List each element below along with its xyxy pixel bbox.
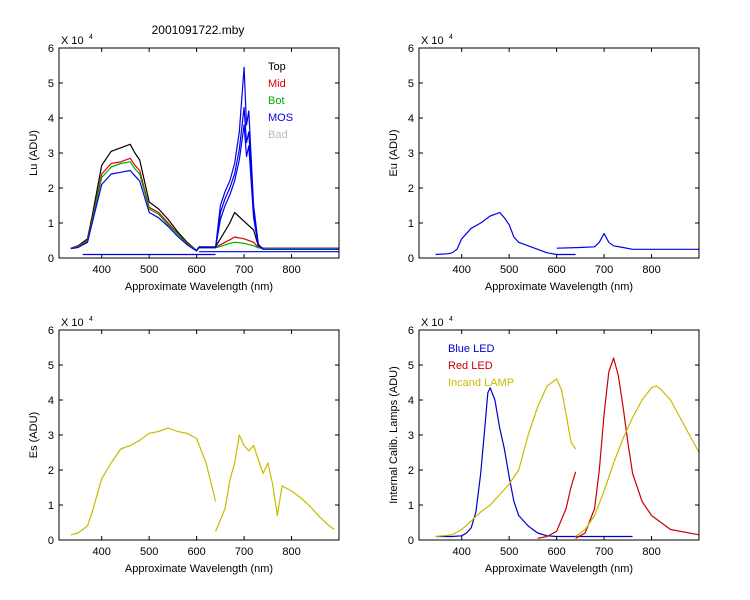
x-tick-label: 700: [595, 264, 613, 276]
legend-item-mid: Mid: [268, 78, 286, 90]
axis-multiplier: X 10: [421, 35, 444, 47]
x-tick-label: 800: [642, 264, 660, 276]
legend-item-incand-lamp: Incand LAMP: [448, 377, 514, 389]
series-line-mos-3: [199, 124, 264, 250]
series-line-mos: [70, 66, 339, 252]
legend-item-bad: Bad: [268, 129, 288, 141]
y-tick-label: 4: [408, 395, 414, 407]
series-line-es: [70, 427, 217, 536]
x-tick-label: 700: [235, 546, 253, 558]
series-line-es-2: [215, 434, 335, 532]
y-tick-label: 0: [408, 535, 414, 547]
x-tick-label: 400: [453, 264, 471, 276]
series-line-red-led-2: [575, 357, 699, 539]
x-tick-label: 500: [500, 264, 518, 276]
y-tick-label: 0: [48, 253, 54, 265]
series-line-top: [70, 143, 339, 251]
plot-frame: [418, 47, 700, 259]
legend-item-top: Top: [268, 61, 286, 73]
axis-multiplier-exponent: 4: [449, 34, 453, 41]
axis-multiplier-exponent: 4: [89, 34, 93, 41]
y-tick-label: 6: [48, 43, 54, 55]
x-tick-label: 400: [93, 546, 111, 558]
x-tick-label: 700: [595, 546, 613, 558]
y-tick-label: 4: [408, 113, 414, 125]
x-tick-label: 500: [500, 546, 518, 558]
y-axis-label: Es (ADU): [28, 412, 40, 458]
axis-multiplier-exponent: 4: [449, 316, 453, 323]
x-tick-label: 600: [187, 264, 205, 276]
y-tick-label: 2: [48, 465, 54, 477]
series-line-bot: [70, 161, 339, 251]
x-tick-label: 600: [187, 546, 205, 558]
y-tick-label: 6: [48, 325, 54, 337]
x-tick-label: 600: [547, 546, 565, 558]
series-group: [70, 66, 339, 256]
axis-multiplier: X 10: [61, 35, 84, 47]
series-group: [435, 211, 699, 256]
y-tick-label: 2: [408, 183, 414, 195]
chart-panel-1: 400 500 600 700 800 0 1 2 3 4 5 6 X 10 4 Approximate W…: [28, 34, 340, 293]
y-tick-label: 3: [408, 430, 414, 442]
y-tick-label: 6: [408, 43, 414, 55]
axis-multiplier: X 10: [61, 317, 84, 329]
legend-item-red-led: Red LED: [448, 360, 493, 372]
y-axis-label: Lu (ADU): [28, 130, 40, 176]
series-line-incand-lamp: [435, 378, 577, 538]
series-line-eu: [435, 211, 576, 256]
y-tick-label: 2: [48, 183, 54, 195]
x-tick-label: 400: [453, 546, 471, 558]
plot-frame: [58, 329, 340, 541]
x-tick-label: 500: [140, 264, 158, 276]
chart-panel-4: 400 500 600 700 800 0 1 2 3 4 5 6 X 10 4 Approximate W…: [388, 316, 700, 575]
y-tick-label: 5: [48, 78, 54, 90]
y-tick-label: 0: [48, 535, 54, 547]
series-line-red-led: [537, 471, 577, 539]
x-axis-label: Approximate Wavelength (nm): [485, 563, 633, 575]
x-axis-label: Approximate Wavelength (nm): [125, 281, 273, 293]
legend-item-bot: Bot: [268, 95, 285, 107]
x-tick-label: 400: [93, 264, 111, 276]
x-tick-label: 700: [235, 264, 253, 276]
series-line-blue-led: [435, 387, 633, 538]
y-tick-label: 5: [408, 360, 414, 372]
series-group: [70, 427, 335, 536]
y-tick-label: 1: [408, 500, 414, 512]
y-tick-label: 3: [48, 148, 54, 160]
legend-item-mos: MOS: [268, 112, 293, 124]
x-tick-label: 600: [547, 264, 565, 276]
y-tick-label: 2: [408, 465, 414, 477]
y-tick-label: 1: [408, 218, 414, 230]
x-tick-label: 800: [642, 546, 660, 558]
series-line-incand-lamp-2: [575, 385, 699, 537]
x-tick-label: 500: [140, 546, 158, 558]
x-axis-label: Approximate Wavelength (nm): [125, 563, 273, 575]
x-tick-label: 800: [282, 546, 300, 558]
y-axis-label: Eu (ADU): [388, 129, 400, 176]
figure-title: 2001091722.mby: [152, 23, 245, 37]
axis-multiplier-exponent: 4: [89, 316, 93, 323]
y-tick-label: 1: [48, 218, 54, 230]
series-line-eu-2: [556, 232, 699, 250]
y-tick-label: 3: [408, 148, 414, 160]
x-axis-label: Approximate Wavelength (nm): [485, 281, 633, 293]
x-tick-label: 800: [282, 264, 300, 276]
plot-frame: [58, 47, 340, 259]
y-tick-label: 5: [408, 78, 414, 90]
legend-item-blue-led: Blue LED: [448, 343, 495, 355]
series-line-mid: [70, 157, 339, 251]
axis-multiplier: X 10: [421, 317, 444, 329]
chart-panel-2: 400 500 600 700 800 0 1 2 3 4 5 6 X 10 4 Approximate W…: [388, 34, 700, 293]
y-tick-label: 3: [48, 430, 54, 442]
chart-panel-3: 400 500 600 700 800 0 1 2 3 4 5 6 X 10 4 Approximate W…: [28, 316, 340, 575]
y-tick-label: 4: [48, 113, 54, 125]
y-axis-label: Internal Calib. Lamps (ADU): [388, 366, 400, 504]
series-group: [435, 357, 699, 539]
y-tick-label: 1: [48, 500, 54, 512]
y-tick-label: 5: [48, 360, 54, 372]
y-tick-label: 4: [48, 395, 54, 407]
y-tick-label: 6: [408, 325, 414, 337]
y-tick-label: 0: [408, 253, 414, 265]
